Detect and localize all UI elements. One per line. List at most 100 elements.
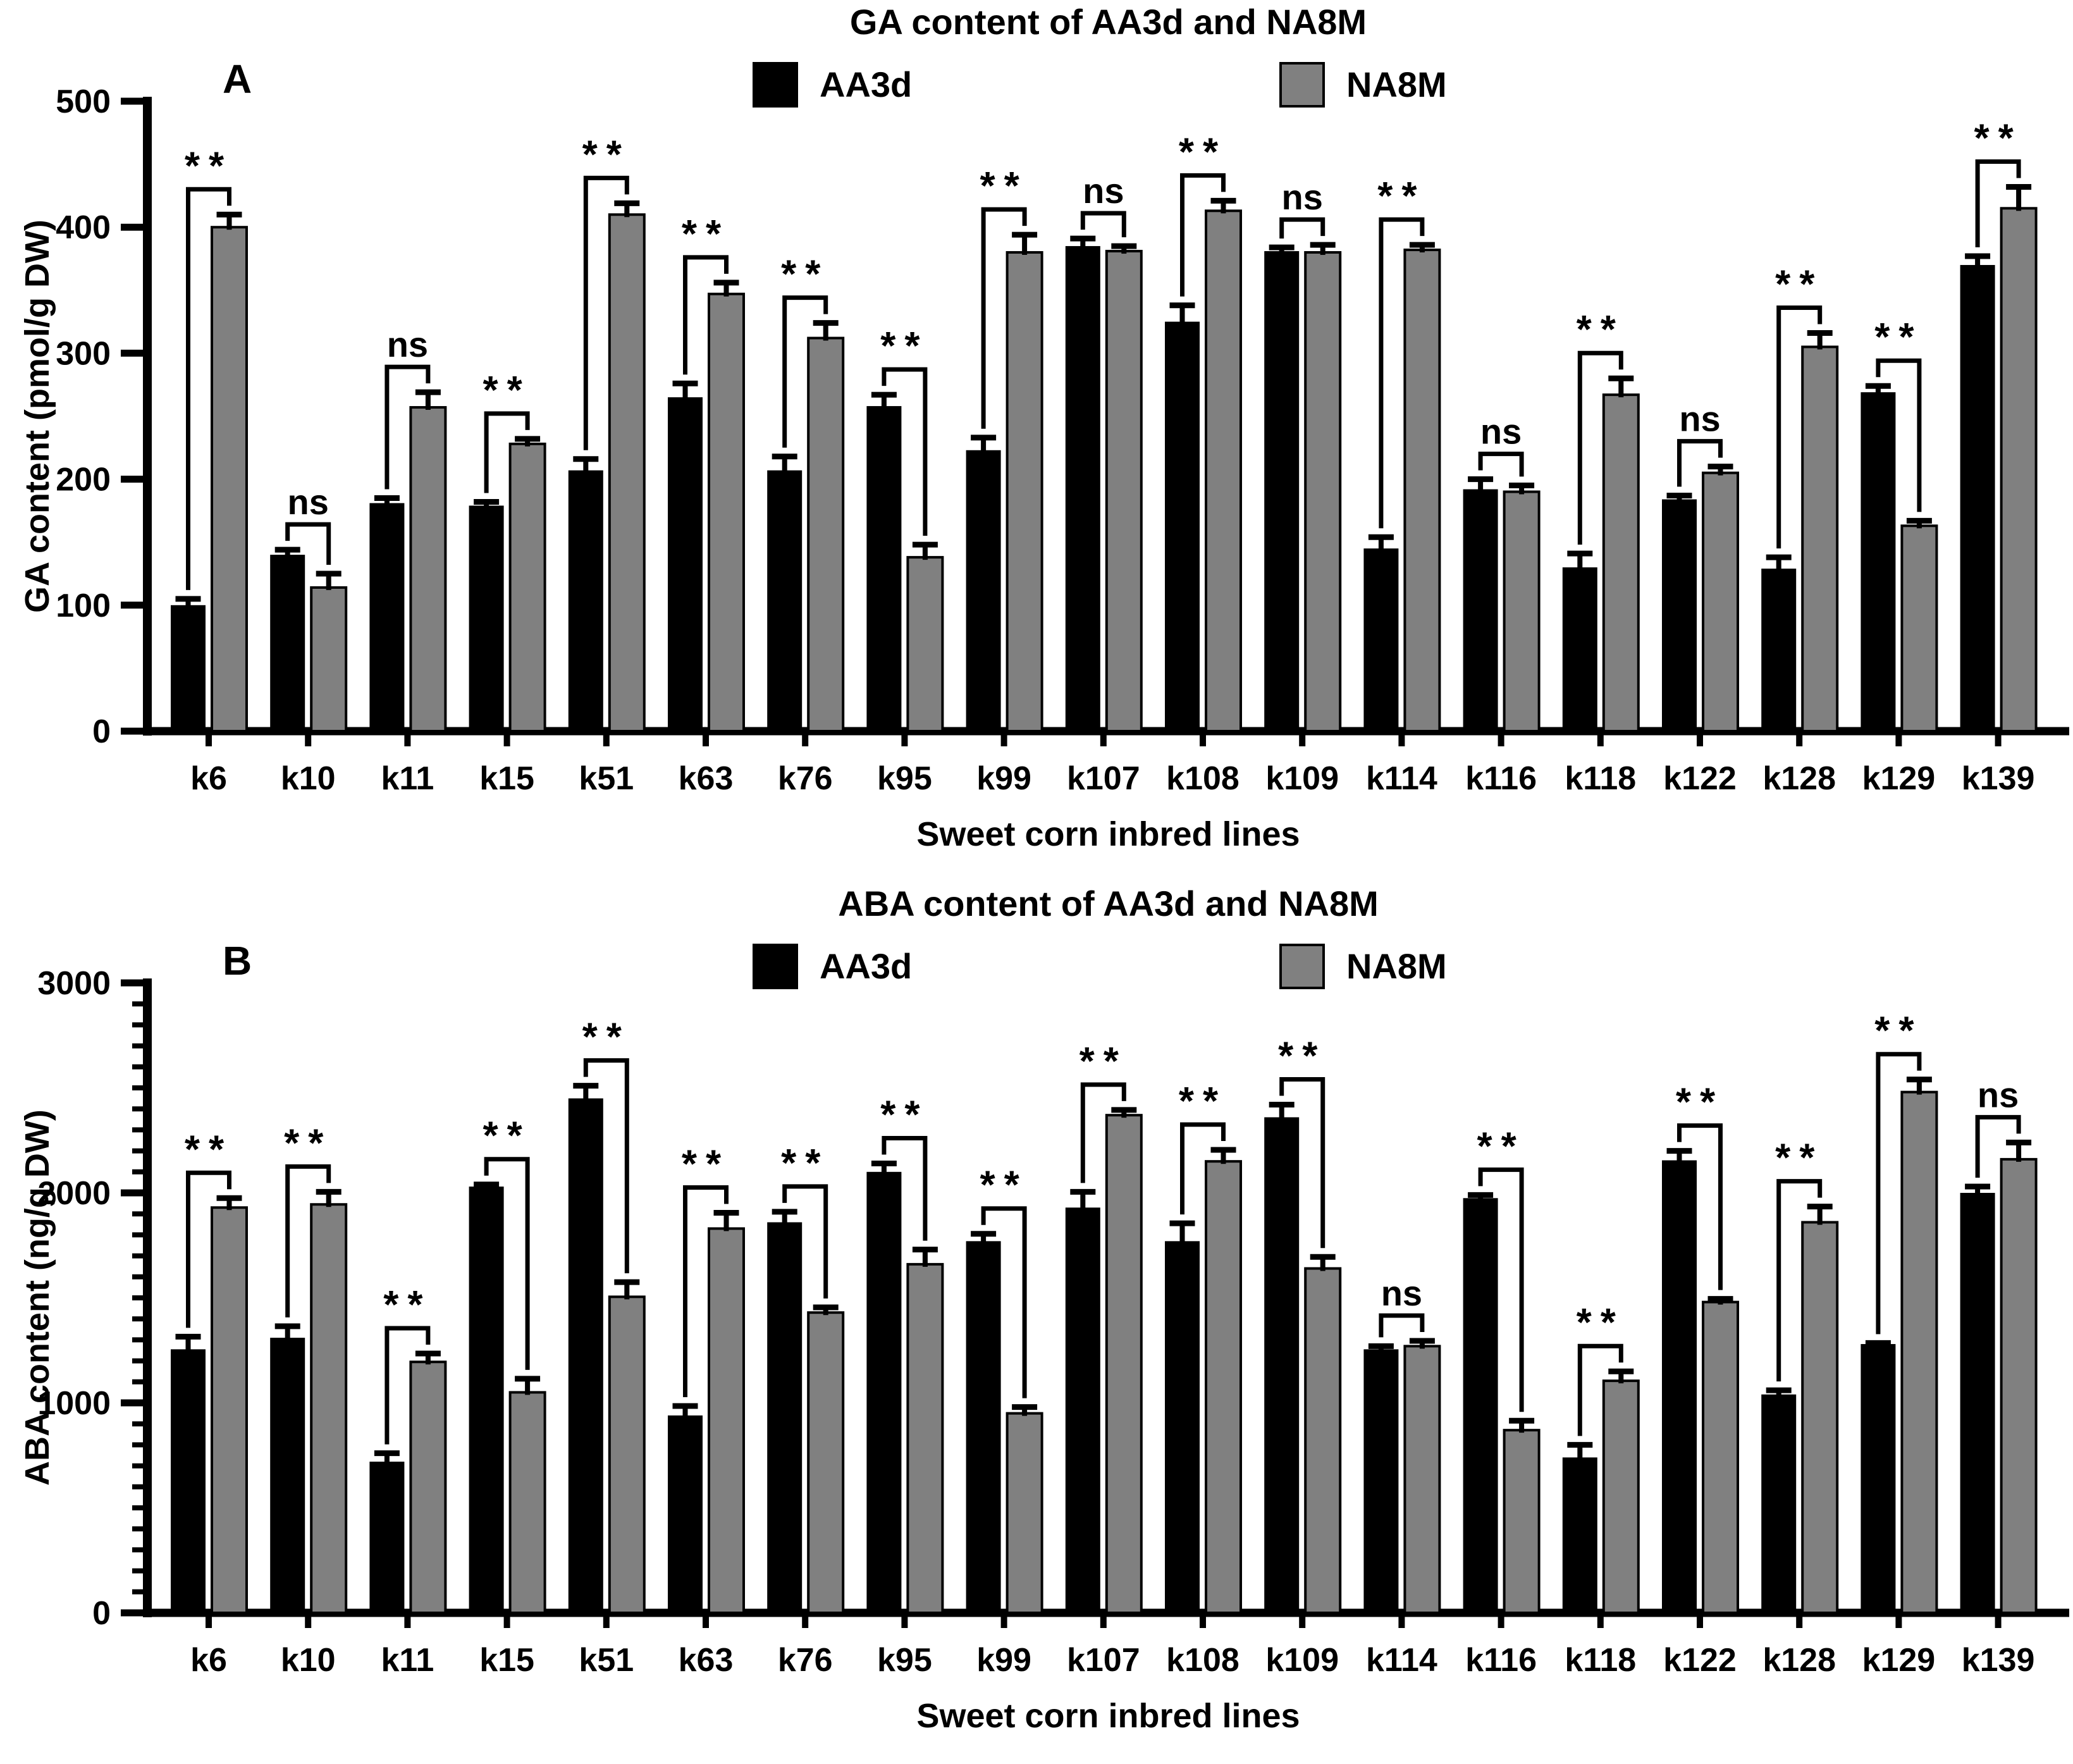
sig-bracket-k128	[1776, 1179, 1823, 1382]
y-tick-label: 0	[92, 1595, 111, 1632]
bar-na8m-k129	[1900, 1090, 1938, 1614]
sig-bracket-k129	[1876, 358, 1922, 512]
legend-swatch-aa3d	[753, 944, 798, 989]
bar-na8m-k129	[1900, 524, 1938, 733]
ga-x-axis-title: Sweet corn inbred lines	[916, 815, 1300, 853]
sig-bracket-k95	[882, 367, 928, 536]
bar-aa3d-k116	[1463, 1198, 1498, 1613]
bar-na8m-k10	[310, 586, 348, 732]
y-tick-label: 1000	[37, 1385, 111, 1422]
sig-bracket-k10	[285, 1164, 331, 1317]
bar-aa3d-k109	[1264, 251, 1300, 732]
sig-label-k116: **	[1477, 1125, 1525, 1168]
sig-label-k11: ns	[387, 324, 428, 364]
sig-bracket-k11	[384, 1326, 431, 1445]
sig-bracket-k6	[186, 187, 231, 590]
sig-label-k95: **	[880, 324, 928, 368]
sig-label-k109: **	[1278, 1035, 1326, 1078]
sig-bracket-k108	[1180, 173, 1226, 297]
sig-bracket-k128	[1776, 305, 1823, 549]
bar-aa3d-k128	[1761, 569, 1797, 731]
sig-bracket-k109	[1279, 217, 1326, 239]
x-tick-label: k6	[190, 760, 227, 797]
bar-aa3d-k118	[1562, 1457, 1597, 1613]
bar-aa3d-k95	[866, 1171, 902, 1613]
sig-bracket-k99	[981, 207, 1027, 429]
x-tick-label: k109	[1265, 1642, 1339, 1679]
sig-bracket-k122	[1677, 1123, 1723, 1290]
bar-aa3d-k51	[568, 1098, 603, 1613]
ga-plot: 0 100 200 300 400 500 k6 ** k10 ns k11 ns k15 ** k51 **…	[56, 83, 2069, 797]
y-tick-label: 2000	[37, 1175, 111, 1212]
legend-item-aa3d: AA3d	[753, 944, 912, 989]
bar-aa3d-k95	[866, 406, 902, 731]
legend-label-aa3d: AA3d	[820, 946, 913, 986]
sig-label-k63: **	[682, 1143, 730, 1187]
sig-label-k108: **	[1179, 1080, 1227, 1123]
bar-na8m-k109	[1304, 251, 1342, 733]
x-tick-label: k114	[1366, 760, 1437, 797]
aba-plot: 0 1000 2000 3000 k6 ** k10 ** k11 ** k15 ** k51 ** k63…	[37, 965, 2069, 1679]
x-tick-label: k51	[579, 1642, 634, 1679]
bar-aa3d-k122	[1662, 1160, 1697, 1613]
bar-na8m-k128	[1801, 1221, 1839, 1614]
bar-aa3d-k6	[171, 1349, 206, 1613]
x-tick-label: k95	[877, 1642, 932, 1679]
x-tick-label: k118	[1565, 760, 1636, 797]
x-tick-label: k122	[1663, 1642, 1737, 1679]
y-tick-label: 200	[56, 462, 111, 498]
sig-label-k128: **	[1775, 263, 1823, 307]
x-tick-label: k108	[1166, 760, 1239, 797]
bar-aa3d-k11	[369, 1461, 405, 1613]
sig-bracket-k76	[782, 295, 828, 448]
bar-aa3d-k109	[1264, 1117, 1300, 1613]
x-tick-label: k15	[479, 1642, 534, 1679]
bar-na8m-k139	[2000, 1157, 2038, 1614]
x-tick-label: k139	[1962, 1642, 2035, 1679]
x-tick-label: k76	[778, 760, 833, 797]
sig-label-k139: **	[1974, 116, 2022, 160]
x-tick-label: k122	[1663, 760, 1737, 797]
bar-aa3d-k129	[1861, 1344, 1896, 1613]
legend-swatch-na8m	[1279, 62, 1325, 108]
x-tick-label: k129	[1862, 1642, 1936, 1679]
sig-bracket-k15	[484, 1157, 530, 1370]
x-tick-label: k107	[1067, 760, 1140, 797]
x-tick-label: k107	[1067, 1642, 1140, 1679]
bar-na8m-k99	[1006, 251, 1043, 733]
bar-na8m-k76	[807, 336, 845, 732]
bar-na8m-k10	[310, 1203, 348, 1614]
bar-na8m-k109	[1304, 1267, 1342, 1614]
bar-na8m-k108	[1205, 209, 1242, 732]
bar-na8m-k108	[1205, 1160, 1242, 1614]
bar-aa3d-k76	[767, 470, 803, 731]
bar-aa3d-k116	[1463, 489, 1498, 731]
x-tick-label: k10	[281, 1642, 336, 1679]
sig-label-k129: **	[1874, 316, 1922, 359]
sig-label-k122: ns	[1679, 399, 1720, 439]
aba-x-axis-title: Sweet corn inbred lines	[916, 1697, 1300, 1735]
x-tick-label: k114	[1366, 1642, 1437, 1679]
sig-label-k10: **	[284, 1121, 332, 1165]
sig-bracket-k139	[1975, 159, 2021, 248]
legend-label-na8m: NA8M	[1346, 65, 1447, 104]
sig-bracket-k107	[1080, 211, 1126, 238]
bar-na8m-k63	[708, 292, 745, 732]
x-tick-label: k11	[381, 1642, 434, 1679]
x-tick-label: k99	[976, 760, 1031, 797]
x-tick-label: k129	[1862, 760, 1936, 797]
bar-na8m-k116	[1503, 490, 1541, 733]
bar-na8m-k128	[1801, 345, 1839, 732]
ga-chart-title: GA content of AA3d and NA8M	[849, 2, 1367, 42]
sig-bracket-k51	[583, 175, 629, 450]
legend-item-na8m: NA8M	[1279, 62, 1447, 108]
panel-ga-chart: GA content of AA3d and NA8M A AA3d NA8M …	[18, 2, 2069, 853]
bar-aa3d-k99	[966, 450, 1001, 731]
sig-label-k139: ns	[1978, 1075, 2019, 1114]
sig-bracket-k118	[1577, 1343, 1623, 1436]
panel-letter-b: B	[223, 938, 252, 984]
sig-bracket-k15	[484, 411, 530, 493]
panel-letter-a: A	[223, 56, 252, 102]
bar-na8m-k118	[1602, 1379, 1640, 1614]
x-tick-label: k63	[679, 760, 734, 797]
